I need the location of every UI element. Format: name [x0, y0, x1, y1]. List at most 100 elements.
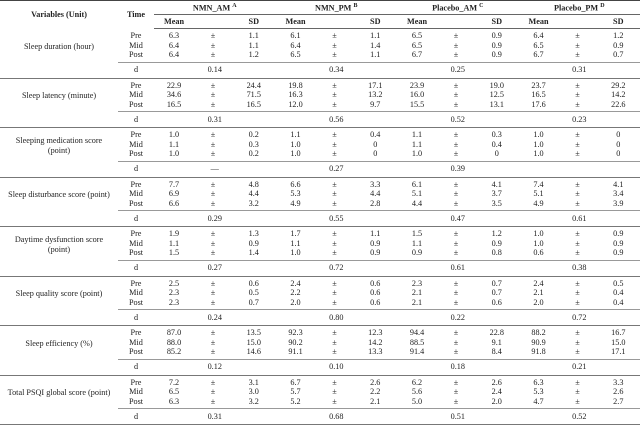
sd-value: 3.3 [370, 179, 381, 189]
sd-value: 13.1 [489, 99, 504, 109]
effect-size-row: d 0.24 0.80 0.22 0.72 [0, 309, 640, 326]
mean-value: 1.1 [168, 238, 180, 248]
plus-minus: ± [332, 229, 337, 238]
data-row: Total PSQI global score (point) Pre 7.2 ±3.… [0, 375, 640, 398]
blank-header [315, 14, 354, 29]
plus-minus: ± [453, 99, 459, 109]
mean-value: 5.3 [290, 189, 301, 198]
mean-value: 1.7 [290, 229, 301, 238]
sd-value: 29.2 [611, 80, 626, 90]
sd-value: 0.9 [370, 248, 381, 257]
sd-value: 9.1 [491, 337, 502, 347]
variable-header: Variables (Unit) [0, 0, 118, 29]
sd-value: 0.9 [613, 248, 624, 257]
group-name: Placebo_AM [432, 3, 478, 13]
plus-minus: ± [332, 80, 337, 90]
sd-value: 1.2 [613, 31, 624, 40]
mean-value: 1.0 [168, 149, 180, 158]
plus-minus: ± [575, 149, 580, 158]
mean-header: Mean [275, 14, 316, 29]
effect-size-row: d 0.29 0.55 0.47 0.61 [0, 210, 640, 227]
time-label: Pre [130, 130, 142, 139]
sd-value: 0.6 [370, 297, 381, 307]
sd-value: 17.1 [368, 80, 383, 90]
time-label: Mid [129, 40, 143, 50]
effect-size-row: d 0.31 0.56 0.52 0.23 [0, 111, 640, 128]
mean-value: 5.2 [290, 396, 301, 406]
sd-value: 1.4 [370, 40, 381, 50]
data-row: Mid 34.6 ±71.5 16.3 ±13.2 16.0 ±12.5 16.5 ±14.2 [0, 90, 640, 100]
plus-minus: ± [575, 229, 580, 238]
plus-minus: ± [210, 288, 216, 297]
sd-value: 0.7 [491, 288, 502, 297]
time-label: Pre [130, 229, 142, 238]
plus-minus: ± [332, 31, 337, 40]
mean-value: 2.3 [168, 288, 180, 297]
blank-header [558, 14, 597, 29]
mean-value: 6.3 [168, 31, 180, 40]
plus-minus: ± [453, 347, 459, 356]
effect-size-row: d 0.27 0.72 0.61 0.38 [0, 259, 640, 277]
plus-minus: ± [575, 80, 580, 90]
sd-value: 4.4 [248, 189, 259, 198]
plus-minus: ± [453, 337, 459, 347]
data-row: Post 1.5 ±1.4 1.0 ±0.9 0.9 ±0.8 0.6 ±0.9 [0, 248, 640, 260]
plus-minus: ± [453, 50, 459, 59]
mean-value: 1.1 [411, 139, 423, 149]
plus-minus: ± [575, 377, 580, 387]
data-row: Mid 6.4 ±1.1 6.4 ±1.4 6.5 ±0.9 6.5 ±0.9 [0, 41, 640, 51]
plus-minus: ± [210, 99, 216, 109]
sd-value: 0.6 [491, 297, 502, 307]
mean-value: 6.7 [411, 50, 423, 59]
mean-value: 90.9 [531, 337, 546, 347]
d-value: 0.31 [154, 408, 276, 425]
sd-value: 0.8 [491, 248, 502, 257]
mean-value: 5.7 [290, 387, 301, 396]
d-label: d [118, 160, 154, 178]
mean-value: 4.7 [533, 396, 544, 406]
group-header: Placebo_PM D [518, 0, 640, 15]
d-value: 0.10 [275, 358, 398, 376]
data-row: Post 6.6 ±3.2 4.9 ±2.8 4.4 ±3.5 4.9 ±3.9 [0, 199, 640, 211]
mean-value: 6.4 [168, 50, 180, 59]
plus-minus: ± [575, 288, 580, 297]
mean-value: 2.3 [411, 278, 423, 288]
d-label: d [118, 408, 154, 425]
plus-minus: ± [575, 328, 580, 337]
mean-value: 7.2 [168, 377, 180, 387]
time-label: Pre [130, 328, 142, 337]
sd-value: 2.2 [370, 387, 381, 396]
data-row: Post 6.4 ±1.2 6.5 ±1.1 6.7 ±0.9 6.7 ±0.7 [0, 50, 640, 62]
group-name: Placebo_PM [554, 3, 599, 13]
d-label: d [118, 358, 154, 376]
sd-value: 0 [373, 139, 378, 149]
sd-value: 13.3 [368, 347, 383, 356]
sd-value: 22.6 [611, 99, 626, 109]
sd-value: 22.8 [489, 328, 504, 337]
sd-header: SD [232, 14, 276, 29]
sd-value: 0 [616, 139, 621, 149]
sd-value: 1.1 [370, 229, 381, 238]
sd-value: 0.9 [613, 238, 624, 248]
sd-value: 4.4 [370, 189, 381, 198]
plus-minus: ± [575, 189, 580, 198]
group-superscript: A [232, 2, 237, 9]
plus-minus: ± [453, 377, 459, 387]
data-row: Mid 88.0 ±15.0 90.2 ±14.2 88.5 ±9.1 90.9 ±15.0 [0, 338, 640, 348]
data-row: Sleep efficiency (%) Pre 87.0 ±13.5 92.3 ±12.… [0, 326, 640, 348]
mean-value: 1.1 [290, 238, 301, 248]
variable-label: Sleep duration (hour) [23, 41, 95, 51]
sd-value: 1.1 [370, 31, 381, 40]
effect-size-row: d 0.12 0.10 0.18 0.21 [0, 358, 640, 376]
sd-value: 0.4 [613, 288, 624, 297]
sd-value: 0.5 [248, 288, 259, 297]
mean-value: 15.5 [409, 99, 425, 109]
mean-value: 1.0 [533, 149, 544, 158]
mean-value: 4.4 [411, 198, 423, 208]
data-row: Mid 1.1 ±0.9 1.1 ±0.9 1.1 ±0.9 1.0 ±0.9 [0, 239, 640, 249]
mean-value: 12.0 [288, 99, 303, 109]
plus-minus: ± [210, 40, 216, 50]
mean-value: 1.1 [411, 130, 423, 139]
mean-value: 2.4 [533, 278, 544, 288]
time-label: Post [128, 99, 144, 109]
